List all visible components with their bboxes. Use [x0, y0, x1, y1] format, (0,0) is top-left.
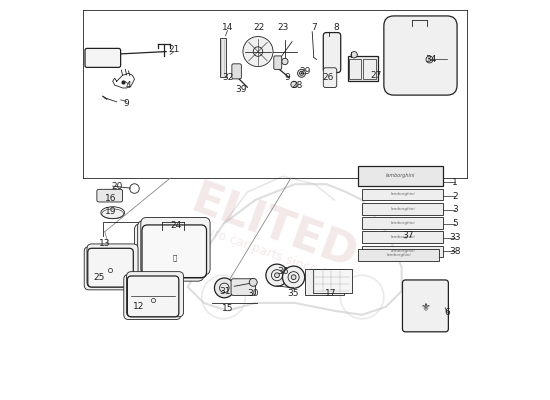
- Text: ⚔: ⚔: [426, 57, 431, 62]
- Text: 3: 3: [452, 205, 458, 214]
- Circle shape: [291, 81, 297, 88]
- Circle shape: [243, 36, 273, 67]
- Text: 22: 22: [254, 23, 265, 32]
- Text: 2: 2: [452, 192, 458, 200]
- Circle shape: [282, 58, 288, 65]
- Text: 28: 28: [291, 81, 302, 90]
- Bar: [362, 188, 443, 200]
- FancyBboxPatch shape: [141, 218, 210, 275]
- Text: lamborghini: lamborghini: [390, 207, 415, 211]
- Text: 32: 32: [222, 73, 233, 82]
- Circle shape: [266, 264, 288, 286]
- FancyBboxPatch shape: [231, 279, 256, 295]
- Bar: [305, 269, 344, 295]
- FancyBboxPatch shape: [124, 274, 181, 320]
- Text: 5: 5: [452, 219, 458, 228]
- Text: 33: 33: [449, 233, 461, 242]
- Text: 39: 39: [235, 85, 247, 94]
- Text: 9: 9: [284, 73, 290, 82]
- Text: 20: 20: [111, 182, 122, 191]
- Text: 25: 25: [93, 273, 104, 282]
- Text: 4: 4: [126, 81, 131, 90]
- Text: lamborghini: lamborghini: [390, 192, 415, 196]
- Text: 16: 16: [105, 194, 117, 202]
- Text: 1: 1: [452, 178, 458, 187]
- Text: 6: 6: [444, 308, 450, 317]
- FancyBboxPatch shape: [128, 276, 179, 317]
- FancyBboxPatch shape: [384, 16, 457, 95]
- Text: Euro car parts since 1999: Euro car parts since 1999: [197, 222, 353, 289]
- Text: 17: 17: [324, 288, 336, 298]
- Text: 34: 34: [426, 55, 437, 64]
- Text: 9: 9: [124, 98, 129, 108]
- Text: 36: 36: [277, 267, 289, 276]
- FancyBboxPatch shape: [84, 247, 135, 290]
- FancyBboxPatch shape: [97, 189, 123, 202]
- Text: 27: 27: [370, 71, 382, 80]
- Circle shape: [274, 273, 279, 278]
- Circle shape: [249, 278, 257, 286]
- Text: 21: 21: [168, 45, 180, 54]
- Text: 12: 12: [133, 302, 144, 311]
- Circle shape: [292, 275, 296, 280]
- Bar: [362, 217, 443, 229]
- Text: 38: 38: [449, 247, 461, 256]
- Text: ⚜: ⚜: [420, 303, 431, 313]
- Text: lamborghini: lamborghini: [390, 250, 415, 254]
- FancyBboxPatch shape: [274, 56, 282, 69]
- Bar: [221, 38, 226, 77]
- FancyBboxPatch shape: [138, 220, 207, 278]
- Bar: [363, 60, 376, 79]
- FancyBboxPatch shape: [135, 224, 204, 281]
- Circle shape: [298, 69, 305, 77]
- Text: 14: 14: [222, 23, 233, 32]
- FancyBboxPatch shape: [142, 225, 206, 278]
- FancyBboxPatch shape: [403, 280, 448, 332]
- Bar: [362, 231, 443, 243]
- Text: lamborghini: lamborghini: [387, 253, 411, 257]
- FancyBboxPatch shape: [323, 68, 337, 88]
- Text: 24: 24: [170, 221, 182, 230]
- Text: 7: 7: [312, 23, 317, 32]
- Bar: [362, 203, 443, 215]
- Text: 13: 13: [99, 239, 111, 248]
- Bar: [312, 269, 352, 293]
- Text: 35: 35: [287, 288, 299, 298]
- Ellipse shape: [101, 207, 125, 219]
- Text: 23: 23: [277, 23, 289, 32]
- Text: 29: 29: [299, 67, 310, 76]
- Bar: [358, 249, 439, 260]
- Circle shape: [214, 278, 234, 298]
- Text: 37: 37: [402, 231, 414, 240]
- FancyBboxPatch shape: [87, 244, 138, 287]
- Circle shape: [351, 52, 358, 58]
- Text: 15: 15: [222, 304, 233, 313]
- Text: ELITED: ELITED: [186, 178, 364, 278]
- Circle shape: [283, 266, 305, 288]
- Bar: [348, 56, 378, 81]
- FancyBboxPatch shape: [126, 272, 184, 317]
- Bar: [358, 166, 443, 186]
- Text: 30: 30: [248, 288, 259, 298]
- Text: 🛡: 🛡: [173, 254, 177, 261]
- FancyBboxPatch shape: [323, 32, 340, 72]
- Text: lamborghini: lamborghini: [390, 235, 415, 239]
- Text: 8: 8: [333, 23, 339, 32]
- FancyBboxPatch shape: [232, 64, 241, 79]
- Bar: [349, 60, 361, 79]
- Bar: [362, 246, 443, 257]
- Text: lamborghini: lamborghini: [386, 173, 416, 178]
- Text: 31: 31: [220, 286, 231, 296]
- Text: 26: 26: [323, 73, 334, 82]
- Text: 19: 19: [105, 207, 117, 216]
- FancyBboxPatch shape: [85, 48, 120, 67]
- FancyBboxPatch shape: [88, 248, 133, 287]
- Text: lamborghini: lamborghini: [390, 221, 415, 225]
